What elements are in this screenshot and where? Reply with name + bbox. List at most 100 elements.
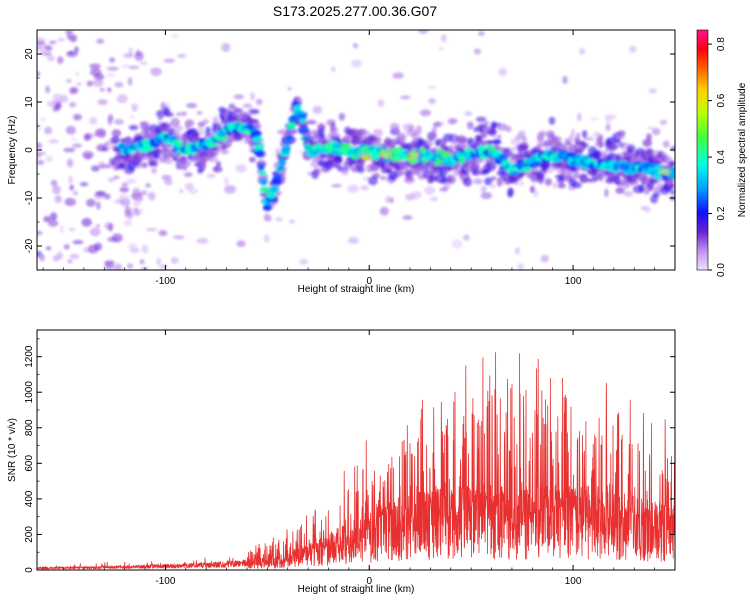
spectrogram-blob: [659, 119, 668, 125]
spectrogram-blob: [129, 115, 135, 119]
spectrogram-blob: [521, 166, 532, 173]
spectrogram-blob: [48, 40, 57, 45]
spectrogram-blob: [172, 235, 185, 240]
spectrogram-blob: [473, 48, 481, 55]
spectrogram-blob: [69, 184, 74, 191]
spectrogram-blob: [119, 186, 130, 193]
spectrogram-blob: [669, 190, 675, 195]
spectrogram-blob: [97, 161, 106, 169]
spectrogram-blob: [43, 216, 51, 223]
spectrogram-blob: [145, 183, 151, 188]
spectrogram-blob: [207, 156, 219, 163]
snr-y-tick-label: 0: [24, 567, 35, 573]
spectrogram-blob: [630, 180, 639, 185]
spectrogram-blob: [159, 264, 169, 270]
spectrogram-blob: [446, 175, 456, 184]
spectrogram-blob: [65, 79, 72, 83]
spectrogram-blob: [544, 178, 552, 186]
spectrogram-blob: [107, 177, 116, 183]
spectrogram-blob: [436, 138, 447, 147]
spectrogram-blob: [83, 153, 93, 160]
colorbar-ticks: 0.0 0.2 0.4 0.6 0.8: [708, 37, 727, 277]
spectrogram-blob: [91, 165, 100, 172]
spectrogram-blob: [389, 122, 400, 131]
spectrogram-blob: [44, 45, 53, 52]
snr-y-tick-label: 200: [24, 526, 35, 543]
spectrogram-blob: [96, 201, 101, 210]
spectrogram-blob: [410, 191, 422, 200]
snr-x-tick-label: -100: [155, 576, 175, 587]
spectrogram-blob: [629, 45, 637, 53]
spectrogram-blob: [69, 227, 76, 232]
spectrogram-blob: [63, 244, 70, 250]
spectrogram-blob: [52, 255, 59, 262]
snr-xlabel: Height of straight line (km): [298, 584, 415, 595]
spectrogram-blob: [89, 227, 101, 237]
spectrogram-blob: [184, 119, 195, 127]
spectrogram-blob: [118, 162, 127, 170]
spectrogram-blob: [419, 109, 431, 117]
spectrogram-blob: [128, 47, 133, 55]
spectrogram-blob: [463, 177, 473, 187]
spectrogram-x-tick-label: -100: [155, 276, 175, 287]
spectrogram-blob: [662, 170, 668, 174]
spectrogram-blob: [317, 128, 325, 138]
spectrogram-blob: [50, 179, 58, 187]
spectrogram-blob: [473, 178, 483, 185]
spectrogram-blob: [498, 67, 508, 77]
snr-series-line: [37, 352, 675, 570]
spectrogram-blob: [37, 151, 42, 159]
spectrogram-blob: [111, 129, 122, 138]
spectrogram-blob: [616, 130, 626, 137]
spectrogram-blob: [352, 43, 359, 49]
spectrogram-blob: [287, 121, 296, 129]
spectrogram-blob: [86, 80, 94, 87]
spectrogram-blob: [432, 121, 442, 128]
chart-title: S173.2025.277.00.36.G07: [273, 3, 437, 19]
spectrogram-blob: [312, 105, 323, 115]
spectrogram-blob: [45, 246, 52, 251]
spectrogram-blob: [236, 240, 246, 248]
spectrogram-blob: [313, 167, 321, 175]
spectrogram-y-tick-label: 20: [24, 48, 35, 60]
spectrogram-blob: [95, 190, 106, 197]
spectrogram-blob: [497, 179, 506, 186]
spectrogram-blob: [37, 230, 43, 236]
spectrogram-xlabel: Height of straight line (km): [298, 284, 415, 295]
spectrogram-blob: [73, 190, 78, 196]
spectrogram-blob: [480, 192, 493, 200]
colorbar: 0.0 0.2 0.4 0.6 0.8 Normalized spectral ampl…: [696, 29, 748, 277]
spectrogram-blob: [69, 87, 77, 95]
spectrogram-blob: [489, 183, 496, 189]
spectrogram-blob: [294, 104, 302, 112]
spectrogram-blob: [609, 142, 619, 150]
spectrogram-blob: [529, 174, 539, 183]
spectrogram-blob: [459, 137, 470, 145]
spectrogram-blob: [37, 142, 42, 149]
colorbar-gradient: [696, 29, 709, 271]
spectrogram-blob: [397, 135, 406, 142]
spectrogram-blob: [574, 171, 581, 179]
spectrogram-blob: [486, 161, 496, 172]
spectrogram-blob: [669, 166, 675, 172]
spectrogram-blob: [647, 126, 656, 130]
spectrogram-y-tick-label: 10: [24, 96, 35, 108]
spectrogram-blob: [141, 244, 149, 254]
spectrogram-blob: [464, 111, 473, 117]
spectrogram-blob: [478, 31, 485, 36]
spectrogram-blob: [393, 169, 404, 177]
spectrogram-blob: [152, 149, 164, 153]
spectrogram-blob: [171, 34, 179, 39]
spectrogram-blob: [67, 259, 73, 264]
spectrogram-blob: [570, 128, 576, 138]
spectrogram-blob: [400, 95, 411, 100]
spectrogram-y-tick-label: -20: [24, 238, 35, 253]
spectrogram-blob: [646, 148, 655, 157]
spectrogram-blob: [59, 224, 65, 234]
spectrogram-blob: [508, 187, 514, 197]
spectrogram-ylabel: Frequency (Hz): [7, 116, 18, 185]
spectrogram-blob: [95, 224, 101, 228]
spectrogram-blob: [259, 186, 271, 193]
